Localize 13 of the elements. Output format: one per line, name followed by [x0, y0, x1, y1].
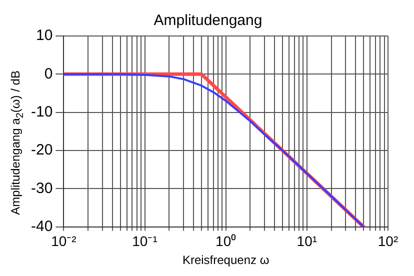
y-tick-label: -20: [30, 142, 53, 159]
chart-title: Amplitudengang: [154, 12, 262, 30]
x-tick-label: 10⁰: [216, 233, 236, 250]
y-tick-label: 10: [36, 27, 53, 44]
y-tick-label: -10: [30, 103, 53, 120]
x-tick-label: 10⁻¹: [132, 233, 158, 250]
y-tick-label: -30: [30, 180, 53, 197]
y-tick-label: 0: [44, 65, 53, 82]
y-tick-label: -40: [30, 218, 53, 235]
x-tick-label: 10⁻²: [51, 233, 77, 250]
x-axis-title: Kreisfrequenz ω: [182, 253, 270, 268]
x-tick-label: 10²: [378, 233, 398, 250]
x-tick-label: 10¹: [296, 233, 318, 250]
